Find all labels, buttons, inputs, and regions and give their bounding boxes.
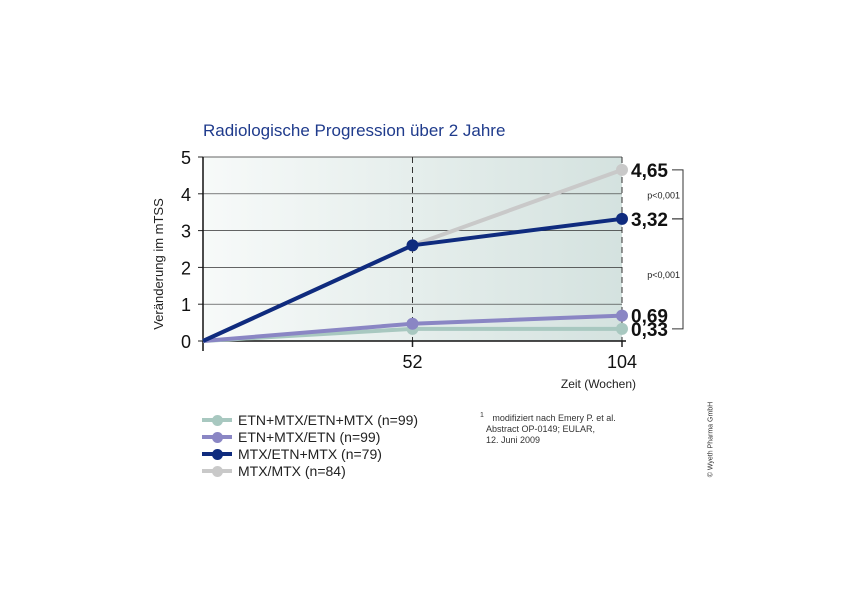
legend-swatch: [200, 462, 234, 479]
x-tick-label: 104: [607, 352, 637, 372]
y-tick-label: 4: [181, 185, 191, 205]
significance-label: p<0,001: [647, 270, 680, 280]
y-tick-label: 5: [181, 148, 191, 168]
footnote: 1 modifiziert nach Emery P. et al. Abstr…: [480, 410, 616, 446]
end-value-label: 3,32: [631, 210, 668, 231]
footnote-line: 12. Juni 2009: [486, 435, 541, 445]
legend-label: MTX/MTX (n=84): [238, 462, 346, 479]
series-lines: [202, 163, 628, 343]
axes: 0 1 2 3 4 5 52 104: [181, 148, 637, 372]
data-point: [406, 239, 419, 252]
data-point: [616, 322, 628, 335]
end-value-label: 4,65: [631, 161, 668, 182]
copyright-text: © Wyeth Pharma GmbH: [707, 401, 715, 478]
legend-label: ETN+MTX/ETN+MTX (n=99): [238, 411, 419, 428]
y-tick-label: 1: [181, 295, 191, 315]
legend-item: MTX/ETN+MTX (n=79): [200, 445, 418, 462]
x-tick-label: 52: [402, 352, 422, 372]
chart-title: Radiologische Progression über 2 Jahre: [203, 121, 505, 140]
footnote-line: modifiziert nach Emery P. et al.: [492, 413, 616, 423]
data-point: [616, 212, 628, 225]
y-tick-label: 3: [181, 222, 191, 242]
legend-item: ETN+MTX/ETN+MTX (n=99): [200, 411, 418, 428]
y-tick-label: 0: [181, 332, 191, 352]
data-point: [616, 309, 628, 322]
legend-swatch: [200, 411, 234, 428]
footnote-line: Abstract OP-0149; EULAR,: [486, 424, 596, 434]
legend: ETN+MTX/ETN+MTX (n=99) ETN+MTX/ETN (n=99)…: [200, 411, 418, 479]
y-tick-label: 2: [181, 258, 191, 278]
data-point: [616, 163, 628, 176]
data-point: [406, 317, 419, 330]
y-axis-label: Veränderung im mTSS: [151, 198, 166, 330]
footnote-marker: 1: [480, 412, 484, 419]
value-labels: 4,65 3,32 0,690,33 p<0,001 p<0,001: [631, 161, 684, 341]
end-value-label: 0,69: [631, 307, 668, 328]
x-axis-label: Zeit (Wochen): [561, 377, 636, 391]
significance-label: p<0,001: [647, 190, 680, 200]
end-value-label: 0,33: [631, 320, 668, 341]
legend-label: MTX/ETN+MTX (n=79): [238, 445, 382, 462]
legend-swatch: [200, 428, 234, 445]
legend-label: ETN+MTX/ETN (n=99): [238, 428, 381, 445]
legend-item: ETN+MTX/ETN (n=99): [200, 428, 418, 445]
legend-swatch: [200, 445, 234, 462]
significance-bracket: [672, 218, 684, 330]
legend-item: MTX/MTX (n=84): [200, 462, 418, 479]
